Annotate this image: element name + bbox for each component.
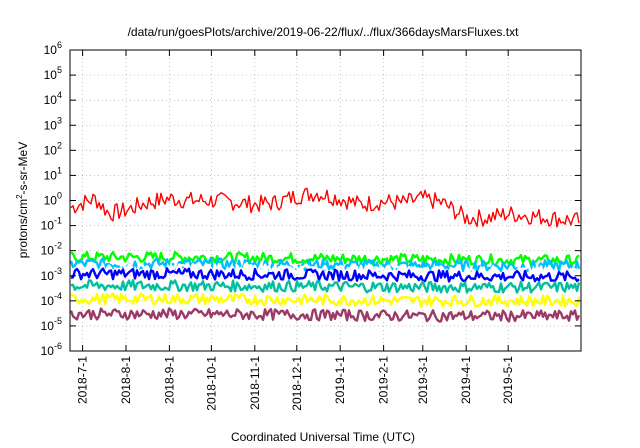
- chart-title: /data/run/goesPlots/archive/2019-06-22/f…: [128, 25, 520, 39]
- series-line-4: [70, 267, 580, 283]
- x-tick-label: 2018-9-1: [162, 356, 176, 404]
- y-axis-label: protons/cm2-s-sr-MeV: [15, 142, 30, 258]
- y-label-sup: 2: [15, 194, 24, 199]
- y-tick-label: 106: [44, 40, 62, 57]
- grid-lines: [70, 50, 581, 351]
- y-tick-label: 10-4: [41, 291, 62, 308]
- y-tick-label: 104: [44, 90, 62, 107]
- y-tick-label: 10-1: [41, 216, 62, 233]
- y-label-post: -s-sr-MeV: [16, 142, 30, 195]
- x-tick-label: 2019-2-1: [377, 356, 391, 404]
- y-tick-label: 101: [44, 165, 62, 182]
- x-tick-label: 2018-7-1: [76, 356, 90, 404]
- y-tick-label: 100: [44, 191, 62, 208]
- series-line-7: [69, 307, 581, 323]
- x-tick-label: 2018-11-1: [248, 356, 262, 410]
- y-tick-label: 10-6: [41, 341, 62, 358]
- x-tick-label: 2018-12-1: [290, 356, 304, 411]
- series-line-2: [69, 257, 581, 273]
- y-label-pre: protons/cm: [16, 199, 30, 258]
- series-line-3: [70, 262, 580, 278]
- y-tick-label: 103: [44, 115, 62, 132]
- x-tick-label: 2019-1-1: [333, 356, 347, 404]
- x-tick-label: 2019-4-1: [459, 356, 473, 404]
- y-tick-label: 10-2: [41, 241, 62, 258]
- series-layer: [69, 187, 581, 323]
- x-tick-label: 2018-8-1: [119, 356, 133, 404]
- x-tick-label: 2019-5-1: [501, 356, 515, 404]
- y-axis: 10-6 10-5 10-4 10-3 10-2 10-1 100 101 102 103 104 1…: [41, 40, 581, 358]
- x-tick-label: 2018-10-1: [204, 356, 218, 411]
- x-axis-label: Coordinated Universal Time (UTC): [231, 430, 415, 444]
- series-line-5: [70, 279, 581, 294]
- x-tick-label: 2019-3-1: [416, 356, 430, 404]
- series-line-0: [70, 187, 580, 228]
- y-tick-label: 10-5: [41, 316, 62, 333]
- y-tick-label: 105: [44, 65, 62, 82]
- y-tick-label: 102: [44, 140, 62, 157]
- series-line-6: [70, 292, 581, 308]
- y-tick-label: 10-3: [41, 266, 62, 283]
- x-axis: 2018-7-1 2018-8-1 2018-9-1 2018-10-1 2018-11…: [76, 50, 515, 411]
